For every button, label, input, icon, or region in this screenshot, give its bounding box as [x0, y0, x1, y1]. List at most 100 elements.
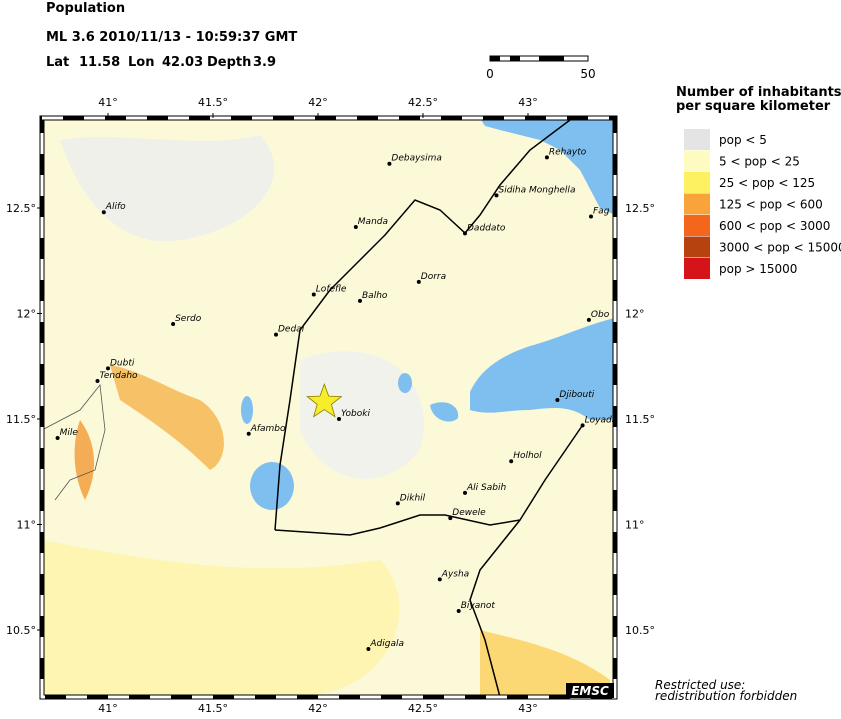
city-label: Fag [593, 206, 610, 216]
legend-swatch [684, 129, 710, 150]
scale-seg [490, 56, 500, 61]
city-dot [586, 317, 591, 322]
city-dot [246, 431, 251, 436]
sparse-area [300, 351, 424, 479]
city-dot [395, 501, 400, 506]
city-label: Afambo [250, 424, 286, 434]
logo: EMSC [571, 684, 609, 698]
lake-afambo [241, 396, 253, 424]
city-label: Aysha [441, 569, 469, 579]
city-label: Adigala [369, 639, 404, 649]
city-label: Debaysima [391, 154, 442, 164]
city-label: Alifo [105, 202, 126, 212]
city-dot [358, 298, 362, 303]
legend-swatch [684, 215, 710, 236]
scale-bar: 0 50 [486, 55, 596, 81]
legend-title: Number of inhabitants [676, 85, 841, 100]
city-dot [366, 646, 371, 651]
city-label: Ali Sabih [466, 483, 506, 493]
lon-tick-label: 41° [98, 702, 118, 715]
lon-tick-label: 42° [308, 702, 328, 715]
city-label: Rehayto [549, 147, 587, 157]
legend-swatch [684, 172, 710, 193]
city-dot [589, 214, 593, 219]
legend-swatch [684, 193, 710, 215]
event: ML 3.6 2010/11/13 - 10:59:37 GMT [46, 30, 297, 45]
lat-tick-label: 11° [625, 519, 645, 532]
border [274, 425, 583, 536]
lon-tick-label: 41.5° [198, 96, 228, 109]
city-label: Tendaho [100, 371, 139, 381]
lon-tick-label: 43° [518, 702, 538, 715]
notice: redistribution forbidden [655, 689, 797, 703]
city-label: Dewele [452, 508, 486, 518]
city-dot [95, 379, 100, 384]
city-label: Djibouti [559, 390, 594, 400]
frame-checks [40, 116, 617, 699]
city-label: Loyada [585, 415, 618, 425]
lat: 11.58 [79, 55, 120, 70]
depth: 3.9 [253, 55, 276, 70]
city-dot [274, 332, 278, 337]
scale-seg [510, 56, 520, 61]
lat-tick-label: 11.5° [6, 413, 36, 426]
lake [430, 402, 459, 422]
city-label: Balho [362, 291, 388, 301]
legend-label: 125 < pop < 600 [719, 198, 823, 212]
scale-start: 0 [486, 67, 494, 81]
city-label: Serdo [175, 314, 202, 324]
populated-area [42, 540, 400, 697]
lat-tick-label: 12.5° [625, 202, 655, 215]
city-dot [509, 459, 514, 464]
city-label: Mile [60, 428, 79, 438]
city-label: Yoboki [341, 409, 370, 419]
footer: Restricted use: redistribution forbidden… [566, 678, 797, 703]
city-label: Lofefle [316, 285, 347, 295]
city-dot [555, 398, 560, 403]
lon: 42.03 [162, 55, 203, 70]
city-dot [337, 417, 341, 421]
lat-label: Lat [46, 55, 69, 70]
header: Population ML 3.6 2010/11/13 - 10:59:37 … [46, 1, 297, 70]
city-dot [416, 279, 421, 284]
lat-tick-label: 11° [17, 519, 37, 532]
lon-tick-label: 41.5° [198, 702, 228, 715]
lon-tick-label: 42.5° [408, 702, 438, 715]
city-dot [171, 322, 176, 327]
city-label: Sidiha Monghella [499, 185, 576, 195]
scale-end: 50 [580, 67, 595, 81]
legend-label: pop > 15000 [719, 262, 797, 276]
lon-tick-label: 43° [518, 96, 538, 109]
legend-swatch [684, 236, 710, 258]
city-dot [494, 193, 499, 198]
city-dot [463, 490, 467, 495]
legend-label: pop < 5 [719, 133, 767, 147]
lat-tick-label: 12° [625, 308, 645, 321]
city-dot [544, 155, 549, 160]
city-label: Daddato [467, 223, 506, 233]
region-line [41, 383, 106, 501]
legend-swatch [684, 150, 710, 172]
logo-box [566, 683, 614, 698]
city-label: Dorra [421, 272, 446, 282]
city-dot [456, 609, 461, 614]
gulf-of-tadjoura [470, 318, 615, 420]
city-dot [353, 224, 358, 229]
city-dot [437, 577, 442, 582]
lon-tick-label: 42° [308, 96, 328, 109]
city-label: Obo [591, 310, 610, 320]
city-dot [55, 435, 60, 440]
notice: Restricted use: [655, 678, 745, 692]
dense-area [74, 420, 95, 500]
red-sea [480, 118, 615, 215]
lat-tick-label: 12.5° [6, 202, 36, 215]
city-dot [463, 231, 467, 236]
legend-label: 5 < pop < 25 [719, 155, 800, 169]
legend-title: per square kilometer [676, 99, 831, 114]
city-dot [387, 161, 392, 166]
lon-label: Lon [128, 55, 154, 70]
city-dot [106, 366, 110, 371]
lat-tick-label: 12° [17, 308, 37, 321]
lon-tick-label: 42.5° [408, 96, 438, 109]
